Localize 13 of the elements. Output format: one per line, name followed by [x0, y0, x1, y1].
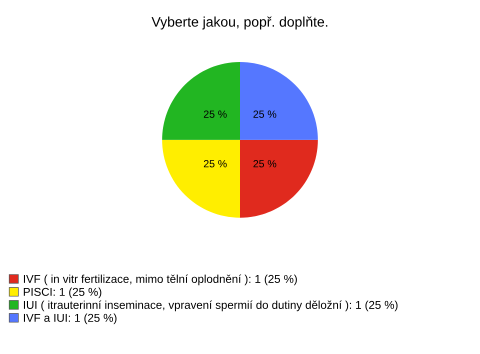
chart-title: Vyberte jakou, popř. doplňte. — [152, 16, 328, 30]
data-label: 25 % — [204, 110, 227, 118]
pie-slice — [240, 62, 318, 140]
data-label: 25 % — [253, 110, 276, 118]
legend-label: IVF a IUI: 1 (25 %) — [24, 314, 116, 324]
pie-slice — [162, 62, 240, 140]
legend-label: IVF ( in vitr fertilizace, mimo tělní oplodnění ): 1 (25 %) — [24, 274, 297, 286]
pie-slice — [240, 140, 318, 218]
legend-label: PISCI: 1 (25 %) — [24, 288, 102, 298]
pie-slice — [162, 140, 240, 218]
legend-label: IUI ( itrauterinní inseminace, vpravení spermií do dutiny děložní ): 1 (25 %) — [24, 300, 398, 312]
data-label: 25 % — [204, 160, 227, 168]
data-label: 25 % — [253, 160, 276, 168]
